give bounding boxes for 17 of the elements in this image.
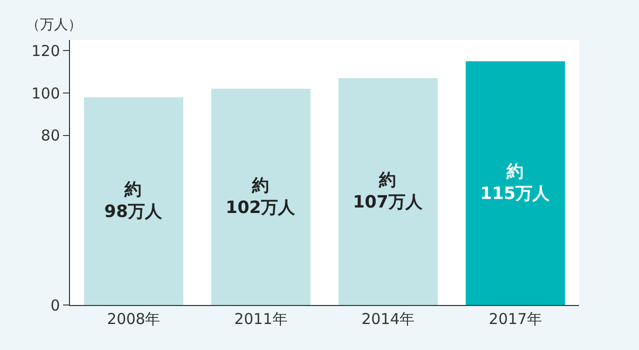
y-axis-title: （万人） bbox=[26, 17, 82, 33]
data-label: 約 98万人 bbox=[104, 180, 163, 222]
bar bbox=[338, 78, 438, 305]
bar bbox=[84, 97, 184, 305]
x-tick-label: 2011年 bbox=[234, 310, 288, 328]
data-label: 約 107万人 bbox=[352, 170, 424, 213]
bar bbox=[466, 61, 565, 305]
data-label: 約 115万人 bbox=[480, 162, 551, 204]
bar bbox=[211, 88, 310, 305]
y-tick-label: 100 bbox=[31, 84, 60, 102]
y-tick-label: 0 bbox=[50, 296, 60, 314]
y-tick-label: 120 bbox=[31, 42, 60, 60]
x-tick-label: 2008年 bbox=[107, 310, 160, 328]
x-tick-label: 2014年 bbox=[362, 310, 415, 328]
y-tick-label: 80 bbox=[40, 126, 60, 145]
x-tick-label: 2017年 bbox=[488, 310, 542, 328]
data-label: 約 102万人 bbox=[226, 176, 296, 218]
